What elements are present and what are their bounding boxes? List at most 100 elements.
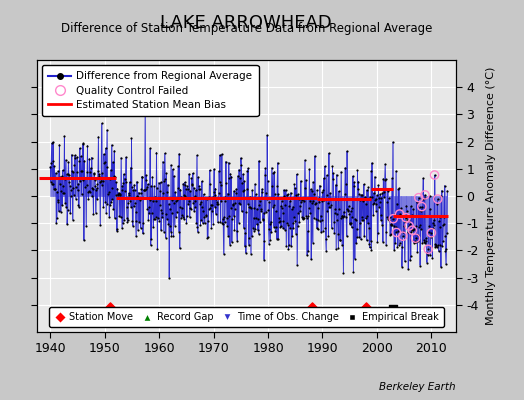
Point	[53, 188, 61, 195]
Point	[429, 220, 437, 226]
Point	[47, 160, 56, 166]
Point	[427, 233, 435, 240]
Point	[80, 158, 89, 164]
Point	[51, 170, 60, 176]
Point	[119, 180, 127, 186]
Point	[254, 216, 263, 222]
Point	[223, 215, 231, 222]
Point	[282, 192, 291, 198]
Point	[205, 167, 214, 173]
Point	[59, 190, 67, 196]
Point	[345, 203, 353, 209]
Point	[178, 205, 186, 211]
Point	[186, 188, 194, 194]
Point	[410, 226, 418, 232]
Point	[283, 191, 292, 197]
Point	[120, 217, 128, 223]
Point	[56, 174, 64, 180]
Point	[278, 210, 287, 216]
Point	[91, 177, 99, 183]
Point	[329, 170, 337, 176]
Point	[417, 226, 425, 232]
Point	[439, 222, 447, 229]
Point	[173, 197, 181, 204]
Point	[220, 219, 228, 226]
Point	[139, 186, 148, 193]
Point	[236, 201, 245, 207]
Point	[194, 174, 202, 180]
Point	[117, 154, 125, 161]
Point	[256, 198, 265, 204]
Point	[90, 171, 99, 177]
Point	[148, 174, 157, 180]
Point	[216, 219, 225, 226]
Point	[173, 209, 181, 215]
Point	[202, 212, 211, 218]
Point	[413, 248, 421, 255]
Point	[171, 195, 180, 202]
Point	[423, 259, 431, 266]
Point	[265, 240, 273, 247]
Point	[403, 229, 412, 236]
Point	[64, 172, 73, 178]
Point	[342, 181, 350, 188]
Point	[291, 218, 299, 224]
Point	[268, 183, 276, 190]
Point	[137, 190, 145, 196]
Point	[66, 183, 74, 189]
Point	[435, 218, 443, 224]
Point	[360, 233, 368, 240]
Point	[259, 210, 268, 216]
Point	[266, 236, 275, 243]
Legend: Station Move, Record Gap, Time of Obs. Change, Empirical Break: Station Move, Record Gap, Time of Obs. C…	[49, 308, 443, 327]
Point	[253, 221, 261, 228]
Point	[379, 176, 387, 182]
Point	[267, 218, 275, 225]
Point	[427, 206, 435, 212]
Point	[85, 188, 93, 195]
Point	[380, 177, 389, 183]
Point	[115, 213, 124, 220]
Point	[105, 176, 114, 182]
Point	[405, 218, 413, 224]
Point	[310, 191, 319, 197]
Point	[269, 202, 278, 208]
Point	[435, 242, 444, 248]
Point	[433, 201, 442, 208]
Point	[335, 205, 343, 212]
Point	[222, 158, 230, 165]
Point	[313, 187, 321, 193]
Point	[370, 174, 379, 180]
Point	[104, 190, 112, 197]
Point	[356, 236, 365, 242]
Point	[272, 224, 280, 230]
Point	[113, 228, 121, 234]
Point	[75, 145, 84, 151]
Point	[422, 235, 431, 241]
Point	[78, 168, 86, 174]
Point	[386, 221, 395, 227]
Point	[434, 242, 442, 248]
Point	[389, 306, 398, 312]
Point	[230, 227, 238, 233]
Point	[292, 192, 300, 199]
Point	[351, 216, 359, 222]
Point	[145, 204, 153, 210]
Point	[342, 233, 351, 239]
Point	[402, 208, 411, 214]
Point	[187, 205, 195, 212]
Text: Difference of Station Temperature Data from Regional Average: Difference of Station Temperature Data f…	[61, 22, 432, 35]
Point	[123, 215, 131, 222]
Point	[129, 223, 137, 229]
Point	[348, 173, 357, 179]
Point	[173, 184, 182, 191]
Point	[100, 151, 108, 157]
Point	[432, 242, 441, 248]
Point	[357, 192, 365, 198]
Point	[428, 213, 436, 219]
Point	[60, 133, 69, 139]
Point	[140, 186, 148, 193]
Point	[424, 229, 433, 236]
Point	[135, 189, 143, 196]
Point	[361, 194, 369, 200]
